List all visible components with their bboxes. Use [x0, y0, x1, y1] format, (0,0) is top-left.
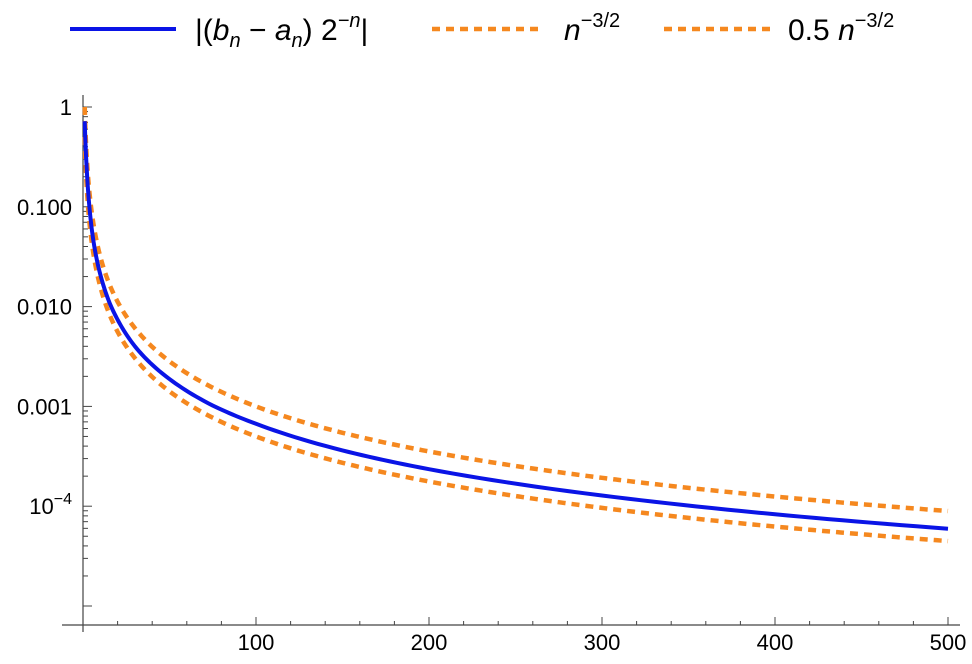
- y-tick-label: 0.001: [17, 394, 72, 419]
- x-tick-label: 400: [757, 630, 794, 655]
- series-line-3: [82, 136, 949, 544]
- x-tick-label: 100: [238, 630, 275, 655]
- y-tick-label: 1: [60, 95, 72, 120]
- series-layer: [82, 106, 949, 544]
- axes: 100 200 300 400 500 1 0.100 0.010 0.001 10−4: [17, 95, 966, 655]
- series-line-2: [82, 106, 949, 514]
- x-tick-label: 500: [930, 630, 967, 655]
- y-tick-label: 0.010: [17, 295, 72, 320]
- x-tick-label: 200: [411, 630, 448, 655]
- y-tick-label: 0.100: [17, 195, 72, 220]
- legend-label-series-1: |(bn − an) 2−n|: [195, 10, 368, 52]
- legend-label-series-3: 0.5 n−3/2: [788, 10, 894, 47]
- legend-label-series-2: n−3/2: [564, 10, 620, 47]
- legend: |(bn − an) 2−n| n−3/2 0.5 n−3/2: [70, 10, 894, 52]
- x-tick-label: 300: [584, 630, 621, 655]
- series-line-1: [82, 121, 949, 531]
- y-tick-label: 10−4: [29, 491, 72, 519]
